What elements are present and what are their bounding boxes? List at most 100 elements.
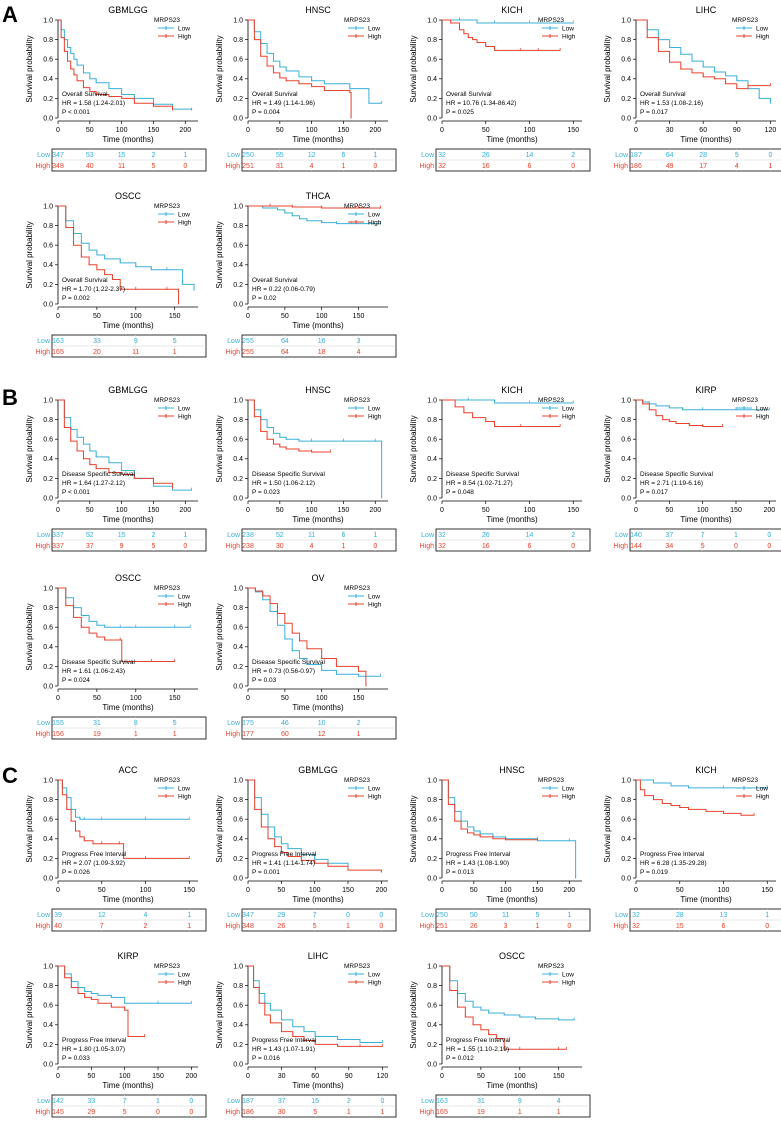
km-chart-b-gbmlgg: GBMLGG 0.0 0.2 0.4 0.6 0.8 1.0 Survival probabi… xyxy=(20,384,210,574)
svg-text:P = 0.025: P = 0.025 xyxy=(446,109,474,116)
y-tick-label: 0.4 xyxy=(43,76,53,83)
svg-text:High: High xyxy=(614,923,629,930)
stats-annotation: Overall Survival HR = 10.76 (1.34-86.42) P… xyxy=(446,91,516,116)
svg-text:5: 5 xyxy=(152,543,156,550)
axes xyxy=(55,205,198,310)
x-axis-label: Time (months) xyxy=(292,135,344,144)
svg-text:Progress Free Interval: Progress Free Interval xyxy=(640,851,705,858)
y-tick-label: 0.6 xyxy=(233,243,243,250)
y-axis-label: Survival probability xyxy=(409,35,418,102)
svg-text:40: 40 xyxy=(86,163,94,170)
svg-text:High: High xyxy=(36,923,51,930)
y-axis-label: Survival probability xyxy=(603,795,612,862)
stats-annotation: Disease Specific Survival HR = 1.61 (1.06… xyxy=(62,659,136,684)
svg-text:HR = 2.07 (1.09-3.92): HR = 2.07 (1.09-3.92) xyxy=(62,860,125,867)
svg-text:P < 0.001: P < 0.001 xyxy=(62,109,90,116)
svg-text:186: 186 xyxy=(630,163,642,170)
km-chart-a-gbmlgg: GBMLGG 0.0 0.2 0.4 0.6 0.8 1.0 Survival probabi… xyxy=(20,4,210,194)
y-tick-label: 0.0 xyxy=(43,115,53,122)
svg-text:MRPS23: MRPS23 xyxy=(344,17,370,24)
svg-text:0: 0 xyxy=(380,1098,384,1105)
svg-text:P = 0.012: P = 0.012 xyxy=(446,1055,474,1062)
svg-text:Low: Low xyxy=(562,972,574,979)
km-svg: LIHC 0.0 0.2 0.4 0.6 0.8 1.0 Survival probabili… xyxy=(603,5,781,172)
y-tick-label: 0.8 xyxy=(233,797,243,804)
svg-text:9: 9 xyxy=(120,543,124,550)
svg-text:0: 0 xyxy=(346,912,350,919)
y-tick-label: 0.0 xyxy=(233,115,243,122)
svg-text:High: High xyxy=(368,414,382,421)
x-tick-label: 50 xyxy=(281,695,289,702)
svg-text:P = 0.004: P = 0.004 xyxy=(252,109,280,116)
svg-text:31: 31 xyxy=(477,1098,485,1105)
km-chart-c-lihc: LIHC 0.0 0.2 0.4 0.6 0.8 1.0 Survival probabili… xyxy=(210,950,400,1140)
x-tick-label: 200 xyxy=(375,887,387,894)
svg-text:HR = 2.71 (1.19-6.16): HR = 2.71 (1.19-6.16) xyxy=(640,480,703,487)
svg-text:39: 39 xyxy=(54,912,62,919)
svg-text:HR = 1.61 (1.06-2.43): HR = 1.61 (1.06-2.43) xyxy=(62,668,125,675)
svg-text:5: 5 xyxy=(152,163,156,170)
svg-text:HR = 1.43 (1.07-1.91): HR = 1.43 (1.07-1.91) xyxy=(252,1046,315,1053)
chart-title: LIHC xyxy=(308,951,329,961)
svg-text:High: High xyxy=(420,923,435,930)
y-tick-label: 0.2 xyxy=(427,856,437,863)
svg-text:14: 14 xyxy=(526,152,534,159)
y-tick-label: 0.2 xyxy=(233,856,243,863)
y-tick-label: 0.4 xyxy=(233,262,243,269)
x-tick-label: 0 xyxy=(440,1073,444,1080)
chart-title: HNSC xyxy=(305,5,331,15)
y-tick-label: 0.4 xyxy=(427,456,437,463)
svg-text:High: High xyxy=(756,414,770,421)
km-svg: KIRP 0.0 0.2 0.4 0.6 0.8 1.0 Survival probabili… xyxy=(25,951,207,1118)
svg-text:0: 0 xyxy=(373,163,377,170)
x-tick-label: 30 xyxy=(666,127,674,134)
y-tick-label: 0.6 xyxy=(621,437,631,444)
x-tick-label: 50 xyxy=(276,507,284,514)
svg-text:High: High xyxy=(178,220,192,227)
svg-text:Low: Low xyxy=(227,720,241,727)
x-axis-label: Time (months) xyxy=(102,1081,154,1090)
x-tick-label: 100 xyxy=(140,887,152,894)
y-tick-label: 0.6 xyxy=(43,1003,53,1010)
km-chart-a-lihc: LIHC 0.0 0.2 0.4 0.6 0.8 1.0 Survival probabili… xyxy=(598,4,781,194)
x-tick-label: 50 xyxy=(665,507,673,514)
svg-text:37: 37 xyxy=(86,543,94,550)
x-tick-label: 30 xyxy=(278,1073,286,1080)
svg-text:Progress Free Interval: Progress Free Interval xyxy=(252,851,317,858)
svg-text:1: 1 xyxy=(134,731,138,738)
svg-text:4: 4 xyxy=(310,163,314,170)
km-svg: THCA 0.0 0.2 0.4 0.6 0.8 1.0 Survival probabili… xyxy=(215,191,397,358)
x-tick-label: 150 xyxy=(567,127,579,134)
svg-text:MRPS23: MRPS23 xyxy=(344,963,370,970)
y-tick-label: 0.6 xyxy=(427,817,437,824)
svg-text:13: 13 xyxy=(720,912,728,919)
svg-text:4: 4 xyxy=(735,163,739,170)
svg-text:1: 1 xyxy=(342,163,346,170)
svg-text:32: 32 xyxy=(438,152,446,159)
svg-text:MRPS23: MRPS23 xyxy=(732,397,758,404)
svg-text:P = 0.013: P = 0.013 xyxy=(446,869,474,876)
svg-text:P < 0.001: P < 0.001 xyxy=(62,489,90,496)
svg-text:0: 0 xyxy=(189,1098,193,1105)
axes xyxy=(633,779,776,884)
km-svg: OSCC 0.0 0.2 0.4 0.6 0.8 1.0 Survival probabili… xyxy=(409,951,591,1118)
svg-text:2: 2 xyxy=(357,720,361,727)
y-axis-label: Survival probability xyxy=(25,415,34,482)
y-tick-label: 1.0 xyxy=(43,203,53,210)
svg-text:High: High xyxy=(36,543,51,550)
svg-text:6: 6 xyxy=(528,163,532,170)
svg-text:5: 5 xyxy=(701,543,705,550)
chart-title: GBMLGG xyxy=(108,385,148,395)
y-tick-label: 0.2 xyxy=(43,664,53,671)
stats-annotation: Progress Free Interval HR = 2.07 (1.09-3.… xyxy=(62,851,127,876)
svg-text:165: 165 xyxy=(436,1109,448,1116)
survival-curve-high xyxy=(442,779,538,841)
x-tick-label: 0 xyxy=(634,127,638,134)
y-tick-label: 0.2 xyxy=(43,476,53,483)
